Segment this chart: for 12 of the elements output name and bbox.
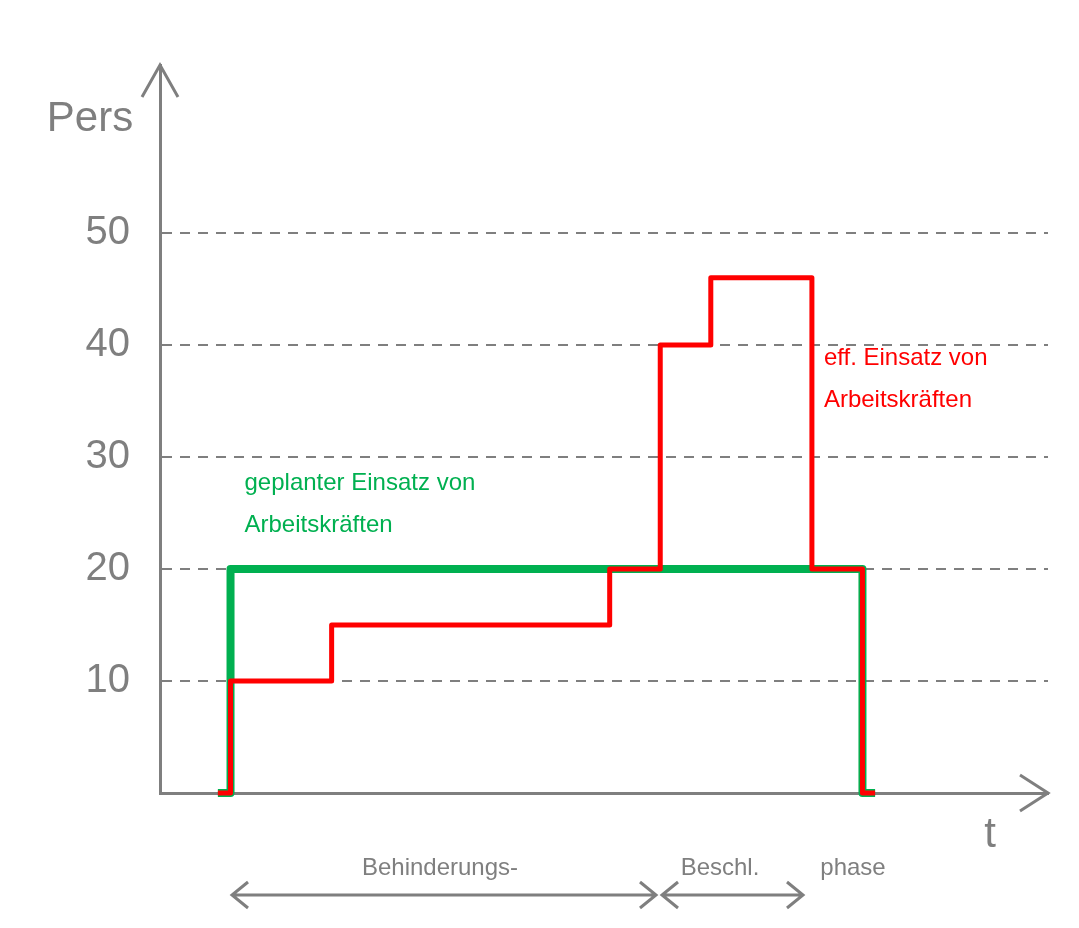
series-label: geplanter Einsatz von Arbeitskräften: [244, 467, 477, 539]
text: Beschl.: [680, 853, 760, 881]
y-tick-label: 30: [85, 432, 130, 477]
y-tick-label: 20: [85, 544, 130, 589]
y-tick-label: 50: [85, 208, 130, 253]
x-axis-title: t: [984, 809, 996, 856]
y-tick-label: 40: [85, 320, 130, 365]
text: phase: [820, 853, 886, 881]
series-label: eff. Einsatz von Arbeitskräften: [823, 341, 989, 414]
text: Behinderungs-: [361, 853, 519, 881]
y-tick-label: 10: [85, 656, 130, 701]
y-axis-title: Pers: [46, 93, 134, 140]
